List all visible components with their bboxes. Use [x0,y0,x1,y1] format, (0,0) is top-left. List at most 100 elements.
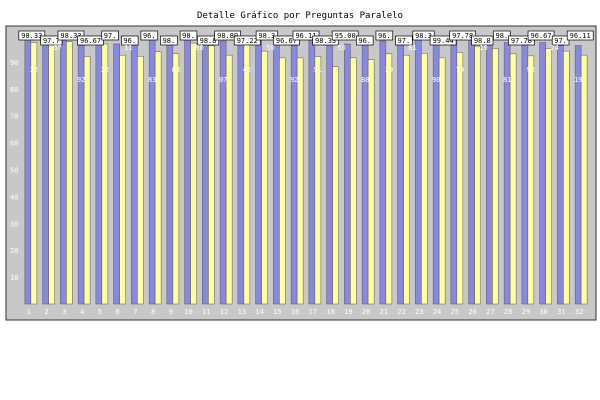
bar [60,39,67,305]
data-label-box [493,30,511,41]
bar [83,56,91,305]
data-label-box [255,30,278,41]
bar [344,43,351,305]
bar-value-label: 90 [432,76,440,84]
data-label: 96.11 [295,32,316,40]
x-tick-label: 28 [504,308,512,316]
data-label-box [40,35,63,46]
bar [574,45,582,305]
bar [521,40,529,305]
bars [24,36,588,305]
x-tick-label: 10 [184,308,192,316]
bar [545,48,552,305]
x-tick-label: 11 [202,308,210,316]
data-label: 98. [496,32,509,40]
data-label-box [449,30,477,41]
x-tick-label: 14 [255,308,263,316]
bar [456,52,464,305]
bar-value-label: 79 [456,66,464,74]
bar [539,42,546,305]
x-tick-label: 19 [344,308,352,316]
data-labels: 98.3397.798.3396.6797.96.96.98.98.98.898… [18,30,594,84]
bar [131,43,138,305]
bar [474,45,481,305]
bar [421,53,428,305]
bar-value-label: 32 [101,66,109,74]
bar [350,57,357,305]
bar [255,39,262,305]
bar [397,39,404,305]
bar-value-label: 24 [550,44,558,52]
chart-title: Detalle Gráfico por Preguntas Paralelo [197,11,403,21]
bar [326,42,333,305]
x-tick-label: 7 [133,308,137,316]
bar [77,45,85,305]
x-tick-label: 24 [433,308,441,316]
x-tick-label: 25 [451,308,459,316]
x-tick-label: 22 [397,308,405,316]
x-tick-label: 1 [27,308,31,316]
bar [237,39,245,305]
x-tick-label: 17 [309,308,317,316]
bar-value-label: 91 [314,66,322,74]
x-tick-label: 13 [238,308,246,316]
data-label: 98.8 [474,37,491,45]
x-tick-label: 4 [80,308,84,316]
x-tick-label: 5 [98,308,102,316]
x-tick-label: 23 [415,308,423,316]
bar-value-label: 11 [124,44,132,52]
bar-value-label: 32 [30,66,38,74]
x-tick-label: 29 [522,308,530,316]
data-label: 96. [143,32,156,40]
data-label: 96. [123,37,136,45]
bar-value-label: 50 [266,44,274,52]
data-label: 98.33 [60,32,81,40]
bar [492,48,499,305]
data-label: 95.00 [335,32,356,40]
bar [172,53,180,305]
y-tick-label: 40 [10,193,18,201]
bar-value-label: 81 [408,44,416,52]
data-label-box [140,30,159,41]
data-label: 97. [398,37,411,45]
bar [137,55,144,305]
y-tick-label: 60 [10,140,18,148]
data-label-box [120,35,139,46]
x-tick-label: 30 [539,308,547,316]
x-axis: 1 2 3 4 5 6 7 8 9 10 11 12 13 14 15 16 17 18 19 20 21 22 23 24 2… [27,308,584,316]
data-label-box [273,35,300,46]
bar [438,57,446,305]
bar [113,43,120,305]
y-axis: 10 20 30 40 50 60 70 80 90 [10,59,18,282]
data-label: 98.33 [21,32,42,40]
bar [509,53,517,305]
data-label: 98.89 [217,32,238,40]
y-tick-label: 20 [10,247,18,255]
bar-value-label: 92 [77,76,85,84]
bar-value-label: 67 [53,44,61,52]
data-label: 98.3 [415,32,432,40]
bar [527,55,535,305]
bar [273,43,280,305]
data-label: 97.7 [43,37,60,45]
bar [580,54,588,305]
bar-value-label: 19 [385,66,393,74]
bar-value-label: 50 [337,44,345,52]
x-tick-label: 12 [220,308,228,316]
bar-value-label: 42 [243,66,251,74]
data-label-box [18,30,46,41]
bar [367,59,375,305]
bar [190,42,197,305]
data-label-box [508,35,535,46]
data-label-box [214,30,242,41]
data-label: 96.11 [570,32,591,40]
data-label-box [527,30,555,41]
bar-value-label: 88 [361,76,369,84]
x-tick-label: 31 [557,308,565,316]
data-label: 98.3 [258,32,275,40]
bar-value-label: 19 [479,44,487,52]
bar [42,40,49,305]
x-tick-label: 21 [380,308,388,316]
data-label-box [412,30,435,41]
data-label: 96.67 [276,37,297,45]
